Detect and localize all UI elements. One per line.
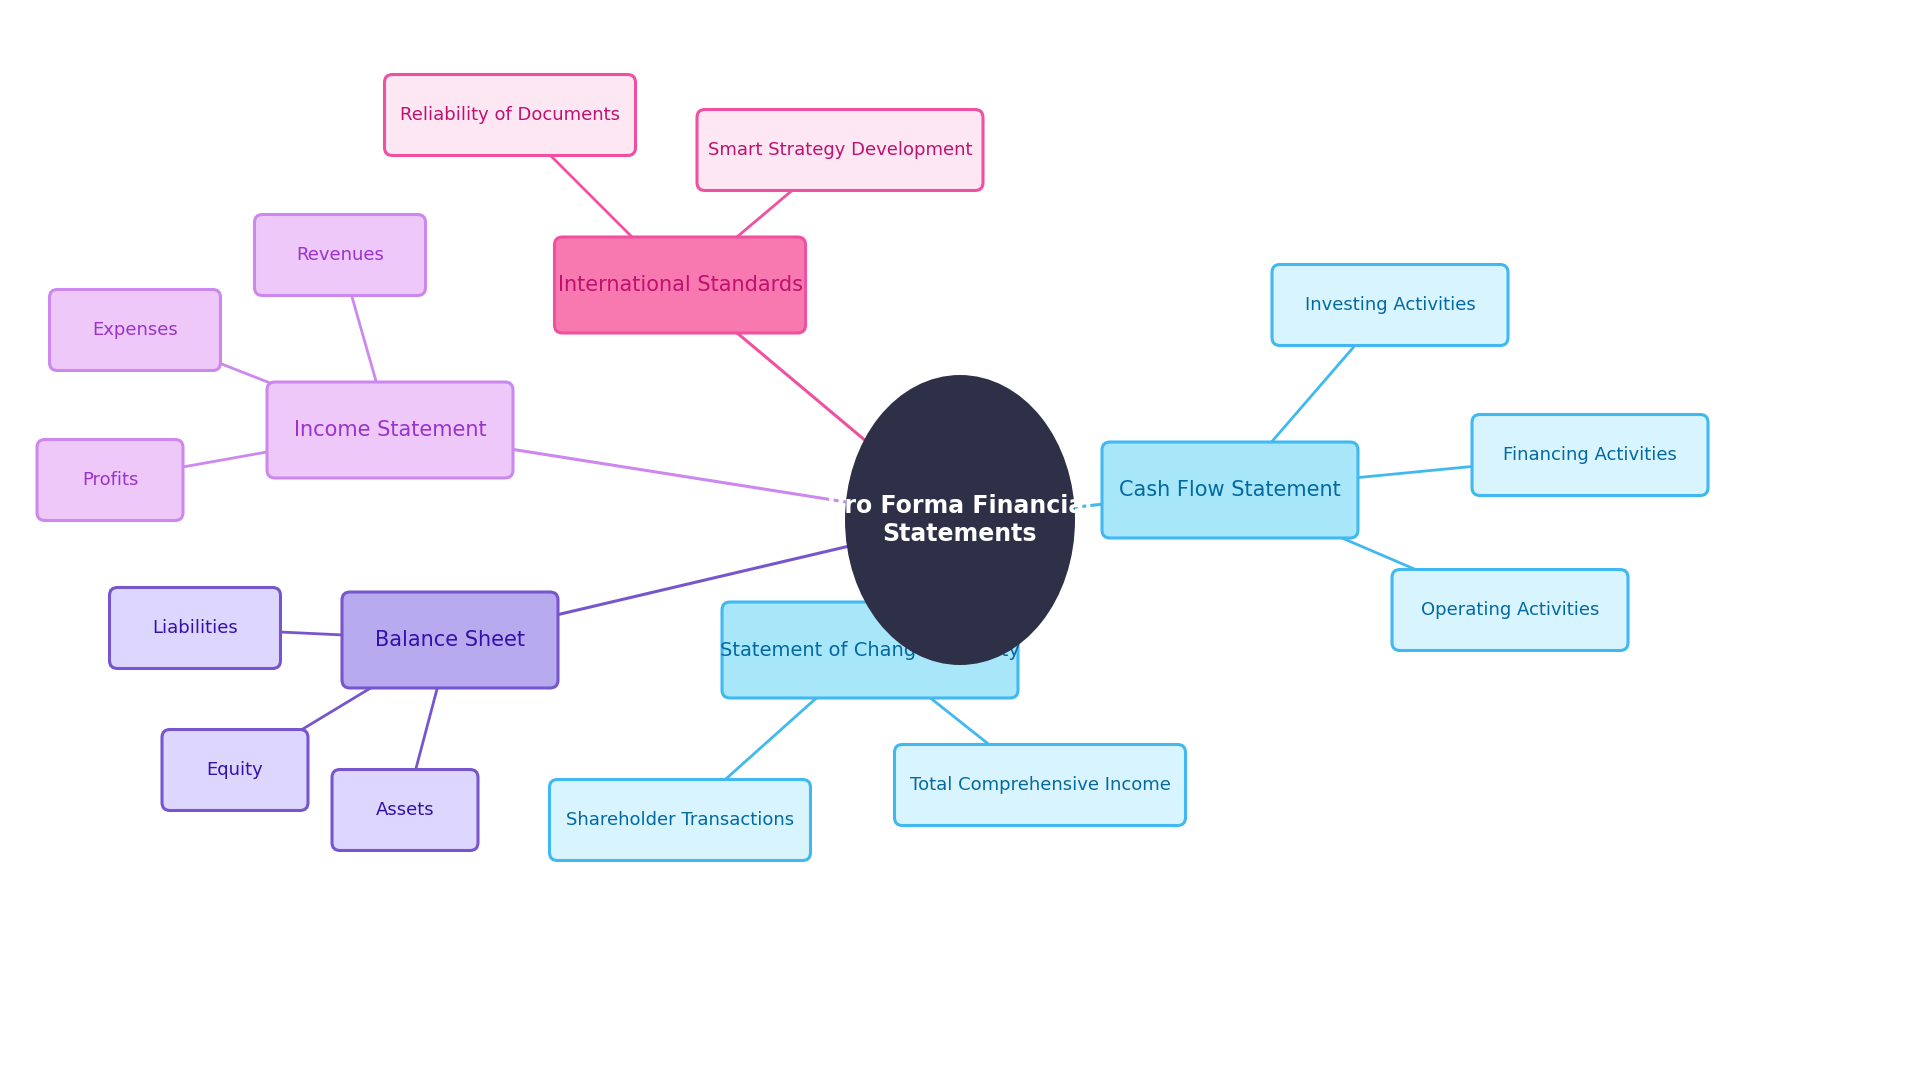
FancyBboxPatch shape xyxy=(161,729,307,810)
FancyBboxPatch shape xyxy=(384,75,636,156)
Ellipse shape xyxy=(845,375,1075,665)
Text: Pro Forma Financial
Statements: Pro Forma Financial Statements xyxy=(828,495,1092,545)
Text: Cash Flow Statement: Cash Flow Statement xyxy=(1119,480,1340,500)
FancyBboxPatch shape xyxy=(1102,442,1357,538)
Text: Total Comprehensive Income: Total Comprehensive Income xyxy=(910,777,1171,794)
Text: Revenues: Revenues xyxy=(296,246,384,264)
Text: Equity: Equity xyxy=(207,761,263,779)
FancyBboxPatch shape xyxy=(1473,415,1709,496)
FancyBboxPatch shape xyxy=(342,592,559,688)
Text: International Standards: International Standards xyxy=(557,275,803,295)
FancyBboxPatch shape xyxy=(109,588,280,669)
Text: Operating Activities: Operating Activities xyxy=(1421,600,1599,619)
FancyBboxPatch shape xyxy=(697,109,983,190)
FancyBboxPatch shape xyxy=(722,602,1018,698)
FancyBboxPatch shape xyxy=(1271,265,1507,346)
Text: Balance Sheet: Balance Sheet xyxy=(374,630,524,650)
Text: Assets: Assets xyxy=(376,801,434,819)
Text: Liabilities: Liabilities xyxy=(152,619,238,637)
Text: Investing Activities: Investing Activities xyxy=(1304,296,1475,314)
Text: Financing Activities: Financing Activities xyxy=(1503,446,1676,464)
FancyBboxPatch shape xyxy=(555,237,806,333)
FancyBboxPatch shape xyxy=(1392,569,1628,650)
Text: Reliability of Documents: Reliability of Documents xyxy=(399,106,620,124)
Text: Expenses: Expenses xyxy=(92,321,179,339)
FancyBboxPatch shape xyxy=(895,744,1185,825)
Text: Shareholder Transactions: Shareholder Transactions xyxy=(566,811,795,829)
FancyBboxPatch shape xyxy=(267,382,513,478)
FancyBboxPatch shape xyxy=(50,289,221,370)
FancyBboxPatch shape xyxy=(255,215,426,296)
FancyBboxPatch shape xyxy=(549,780,810,861)
Text: Smart Strategy Development: Smart Strategy Development xyxy=(708,141,972,159)
FancyBboxPatch shape xyxy=(332,769,478,851)
Text: Income Statement: Income Statement xyxy=(294,420,486,440)
Text: Profits: Profits xyxy=(83,471,138,489)
FancyBboxPatch shape xyxy=(36,440,182,521)
Text: Statement of Change in Equity: Statement of Change in Equity xyxy=(720,640,1020,660)
